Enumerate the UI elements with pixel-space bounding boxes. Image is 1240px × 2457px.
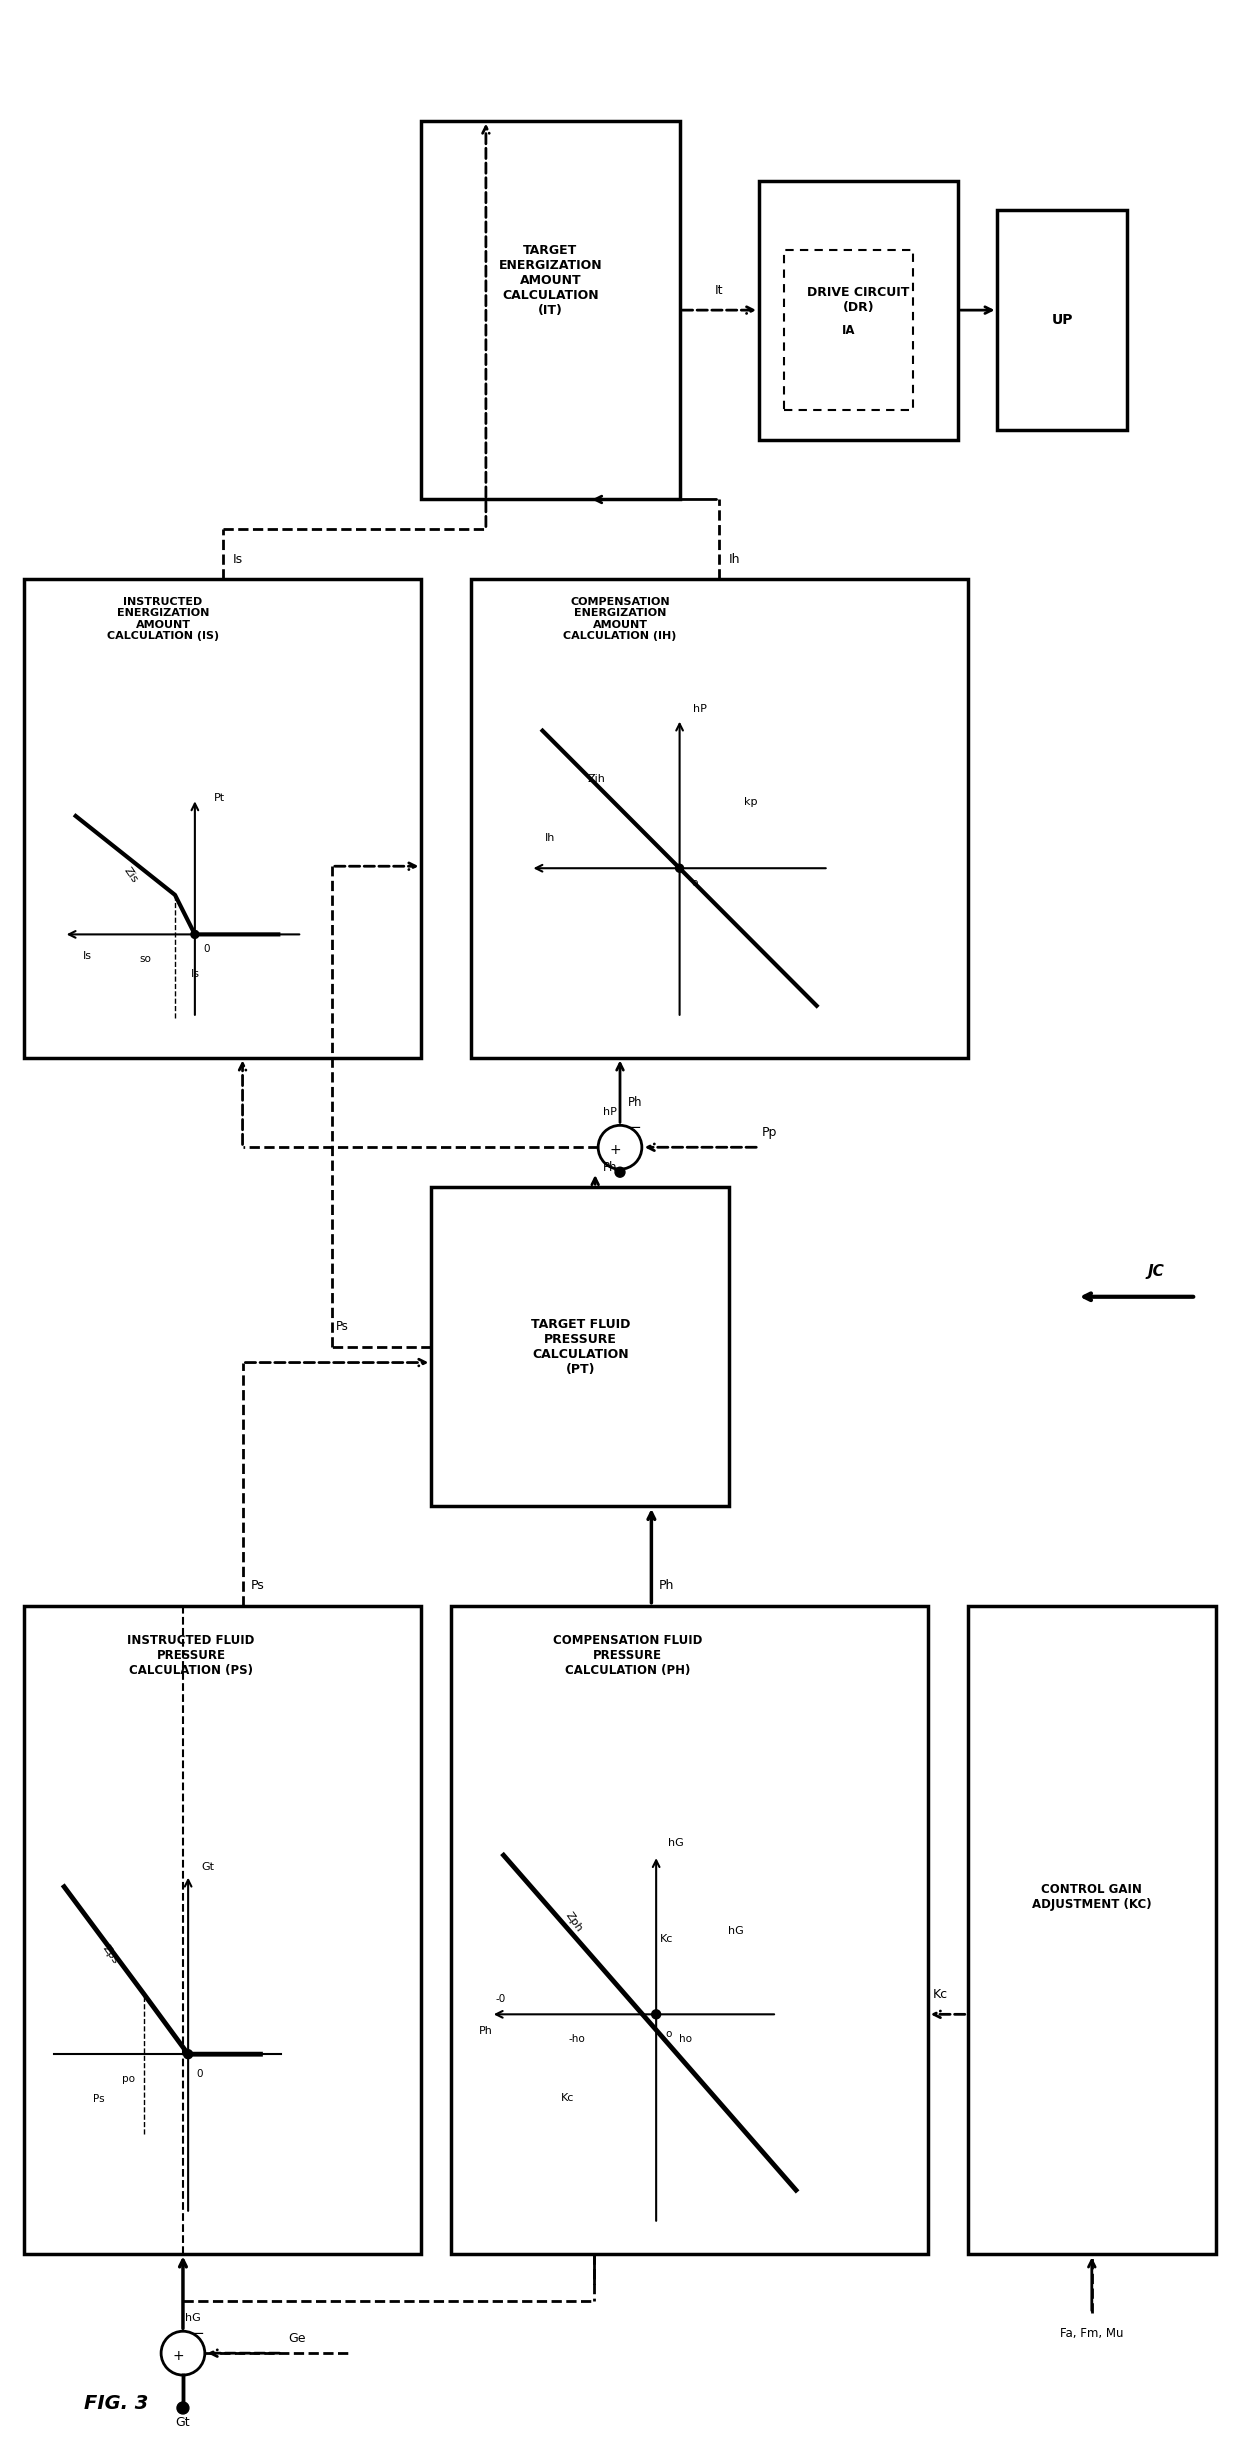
Text: so: so xyxy=(139,953,151,963)
Text: FIG. 3: FIG. 3 xyxy=(83,2393,148,2413)
Text: Zis: Zis xyxy=(122,865,139,885)
Text: −: − xyxy=(191,2327,205,2342)
Text: Ge: Ge xyxy=(289,2332,306,2344)
Text: Ps: Ps xyxy=(93,2093,104,2103)
Text: po: po xyxy=(122,2074,135,2084)
Text: Ih: Ih xyxy=(728,553,740,565)
Text: Ph: Ph xyxy=(627,1096,642,1108)
Text: Is: Is xyxy=(233,553,243,565)
Text: -ho: -ho xyxy=(568,2034,585,2044)
Circle shape xyxy=(652,2010,661,2020)
Text: COMPENSATION FLUID
PRESSURE
CALCULATION (PH): COMPENSATION FLUID PRESSURE CALCULATION … xyxy=(553,1634,702,1678)
Text: Ph: Ph xyxy=(658,1580,675,1592)
Circle shape xyxy=(615,1167,625,1177)
Text: It: It xyxy=(715,283,724,297)
Text: Pp: Pp xyxy=(761,1125,776,1140)
Circle shape xyxy=(676,865,683,872)
Text: hG: hG xyxy=(728,1926,744,1936)
Circle shape xyxy=(184,2049,192,2059)
Bar xyxy=(967,1607,1216,2253)
Bar xyxy=(784,251,913,410)
Text: kp: kp xyxy=(744,799,758,808)
Text: +: + xyxy=(609,1143,621,1157)
Text: hP: hP xyxy=(692,703,707,715)
Text: Kc: Kc xyxy=(932,1988,947,2000)
Text: Zih: Zih xyxy=(588,774,605,784)
Text: JC: JC xyxy=(1148,1265,1164,1280)
Bar xyxy=(24,580,422,1057)
Text: Is: Is xyxy=(191,968,200,978)
Text: Gt: Gt xyxy=(201,1862,215,1872)
Text: ho: ho xyxy=(680,2034,692,2044)
Text: hG: hG xyxy=(185,2314,201,2324)
Bar xyxy=(759,179,957,440)
Text: 0: 0 xyxy=(197,2069,203,2079)
Text: hG: hG xyxy=(668,1838,684,1848)
Text: Fa, Fm, Mu: Fa, Fm, Mu xyxy=(1060,2327,1123,2339)
Text: Ph: Ph xyxy=(479,2027,492,2037)
Text: -0: -0 xyxy=(496,1995,506,2005)
Text: 0: 0 xyxy=(203,943,210,953)
Bar xyxy=(997,211,1127,430)
Text: Gt: Gt xyxy=(176,2415,190,2430)
Text: Zph: Zph xyxy=(563,1912,584,1934)
Text: COMPENSATION
ENERGIZATION
AMOUNT
CALCULATION (IH): COMPENSATION ENERGIZATION AMOUNT CALCULA… xyxy=(563,597,677,641)
Bar xyxy=(432,1187,729,1506)
Text: UP: UP xyxy=(1052,312,1073,327)
Text: Ps: Ps xyxy=(336,1319,348,1334)
Text: Is: Is xyxy=(83,951,92,961)
Text: Ih: Ih xyxy=(546,833,556,843)
Text: TARGET
ENERGIZATION
AMOUNT
CALCULATION
(IT): TARGET ENERGIZATION AMOUNT CALCULATION (… xyxy=(498,243,603,317)
Text: hP: hP xyxy=(603,1108,618,1118)
Text: Ps: Ps xyxy=(250,1580,264,1592)
Bar xyxy=(471,580,967,1057)
Text: Ph: Ph xyxy=(603,1160,618,1174)
Text: DRIVE CIRCUIT
(DR): DRIVE CIRCUIT (DR) xyxy=(807,285,910,314)
Text: TARGET FLUID
PRESSURE
CALCULATION
(PT): TARGET FLUID PRESSURE CALCULATION (PT) xyxy=(531,1317,630,1376)
Text: −: − xyxy=(629,1120,641,1135)
Text: o: o xyxy=(692,877,698,887)
Bar xyxy=(24,1607,422,2253)
Bar xyxy=(422,120,680,499)
Circle shape xyxy=(177,2403,188,2413)
Text: IA: IA xyxy=(842,324,856,337)
Bar xyxy=(451,1607,928,2253)
Text: INSTRUCTED
ENERGIZATION
AMOUNT
CALCULATION (IS): INSTRUCTED ENERGIZATION AMOUNT CALCULATI… xyxy=(107,597,219,641)
Circle shape xyxy=(191,931,198,939)
Text: o: o xyxy=(665,2029,671,2039)
Text: CONTROL GAIN
ADJUSTMENT (KC): CONTROL GAIN ADJUSTMENT (KC) xyxy=(1032,1882,1152,1912)
Text: +: + xyxy=(172,2349,184,2364)
Text: Kc: Kc xyxy=(560,2093,574,2103)
Text: INSTRUCTED FLUID
PRESSURE
CALCULATION (PS): INSTRUCTED FLUID PRESSURE CALCULATION (P… xyxy=(128,1634,254,1678)
Text: Kc: Kc xyxy=(660,1934,673,1943)
Text: Pt: Pt xyxy=(215,794,226,803)
Text: Zps: Zps xyxy=(100,1943,120,1966)
